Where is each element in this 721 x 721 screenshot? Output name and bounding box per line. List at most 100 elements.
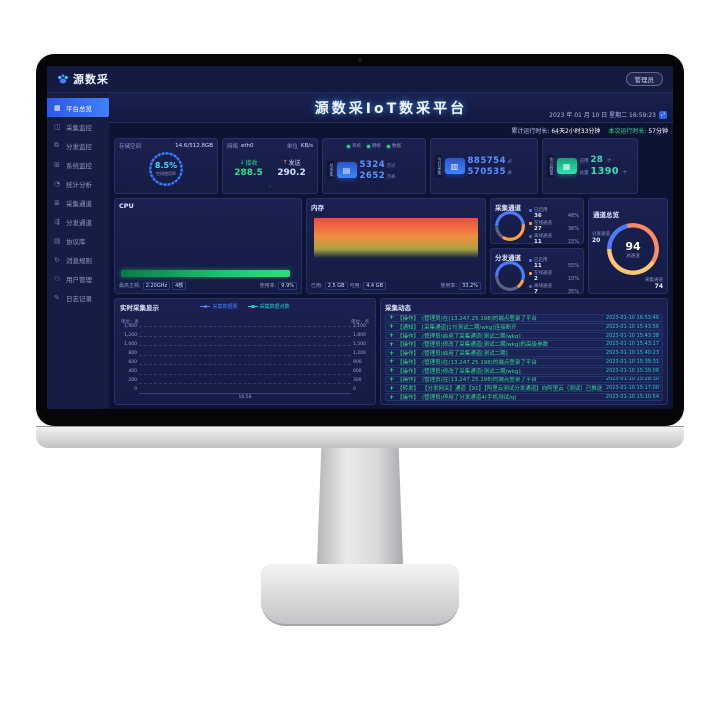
items-unit: 万条	[386, 174, 396, 180]
data-status-dot	[387, 144, 390, 148]
recv-label: 接收	[245, 159, 258, 167]
activity-row[interactable]: + 【操作】 (管理员)启用了采集通道[测试二期/wkg] 2023-01-10 15…	[385, 331, 663, 340]
today-points: 885754	[467, 155, 506, 166]
plus-icon: +	[389, 375, 395, 383]
sidebar-item-label: 采集监控	[66, 123, 92, 132]
storage-percent: 8.5%	[154, 161, 178, 170]
memory-heat-bar	[314, 218, 478, 258]
mem-used-chip: 2.5 GB	[324, 281, 348, 290]
network-interface: eth0	[241, 143, 254, 149]
sidebar-item-collect-channel[interactable]: ≣ 采集通道	[47, 193, 109, 212]
network-pager-dash: -	[268, 183, 272, 190]
logo-text: 源数采	[73, 73, 109, 86]
activity-row[interactable]: + 【操作】 (管理员)修改了采集通道[测试二期/wkg] 2023-01-10 15…	[385, 366, 663, 375]
sidebar-item-user-management[interactable]: ⚇ 用户管理	[47, 269, 109, 288]
cpu-chart	[119, 212, 297, 279]
monitor-stand-neck	[317, 448, 403, 564]
usage-label: 使用率:	[259, 283, 277, 289]
legend-item: 离线通道 11 15%	[529, 233, 579, 245]
overview-donut-ring	[607, 223, 659, 275]
activity-row[interactable]: + 【操作】 (管理员)在(13.247.25.198)的端点登录了平台 2023-0…	[385, 314, 663, 322]
system-monitor-icon: ⊞	[54, 160, 60, 169]
dispatch-callout: 分发通道 20	[592, 232, 610, 244]
sidebar-item-system-monitor[interactable]: ⊞ 系统监控	[47, 155, 109, 174]
unit-value: KB/s	[300, 143, 313, 149]
activity-row[interactable]: + 【操作】 (管理员)停用了分发通道4(手机测试/q) 2023-01-10 15:…	[385, 393, 663, 401]
activity-row[interactable]: + 【通知】 [采集通道]17[测试二期/wkg]连接断开 2023-01-10 15…	[385, 322, 663, 331]
datetime: 2023 年 01 月 10 日 星期二 16:59:23 ⤢	[549, 110, 667, 119]
download-arrow-icon: ↓	[239, 158, 245, 166]
storage-title: 存储空间	[119, 144, 142, 150]
sidebar-item-log-records[interactable]: ✎ 日志记录	[47, 288, 109, 307]
sidebar-item-statistics[interactable]: ◔ 统计分析	[47, 174, 109, 193]
sidebar-item-platform-overview[interactable]: ▦ 平台总览	[47, 98, 109, 117]
total-unit: 个	[621, 171, 627, 176]
activity-row[interactable]: + 【操作】 (管理员)在(13.247.25.198)的端点登录了平台 2023-0…	[385, 375, 663, 384]
total-runtime-label: 累计运行时长:	[511, 128, 550, 135]
dispatch-monitor-icon: ⧉	[54, 141, 59, 149]
freq-label: 最高主频:	[119, 283, 141, 289]
cpu-usage-chip: 9.9%	[278, 281, 297, 290]
sidebar-item-label: 协议库	[66, 237, 86, 246]
status-label: 网络	[372, 144, 381, 149]
sidebar-item-collect-monitor[interactable]: ◫ 采集监控	[47, 117, 109, 136]
realtime-chart-panel: 实时采集显示 采集数据量 采集数据点数 单位：条 单位：点	[114, 298, 376, 405]
cores-chip: 4核	[172, 281, 187, 290]
activity-row[interactable]: + 【转发】 【分发网关】通道【91】【阿里云测试分发通道】向阿里云（测试）已推送 2…	[385, 384, 663, 393]
today-items: 570535	[467, 166, 506, 177]
app-logo: 源数采	[57, 71, 109, 87]
dashboard-grid-icon: ▦	[54, 103, 61, 112]
send-label: 发送	[288, 159, 301, 167]
protocol-count-card: 协议数量 ▦ 已用 28 个 总量 1390 个	[542, 138, 638, 194]
x-axis: 16:58	[238, 395, 252, 400]
legend-item: 在线通道 2 10%	[529, 270, 579, 282]
unit-label: 单位	[286, 144, 298, 150]
today-collect-card: 今日采集 ▥ 885754 点 570535 条	[430, 138, 538, 194]
plus-icon: +	[389, 349, 395, 357]
activity-row[interactable]: + 【操作】 (管理员)在(13.247.25.198)的端点登录了平台 2023-0…	[385, 357, 663, 366]
statistics-pie-icon: ◔	[54, 179, 61, 188]
mem-used-label: 已用:	[311, 283, 323, 289]
network-card: 网络 eth0 单位 KB/s ↓ 接收 288.5	[222, 138, 318, 194]
total-channels-value: 94	[625, 239, 641, 253]
legend-dot	[529, 258, 532, 262]
used-unit: 个	[606, 159, 611, 164]
freq-chip: 2.20GHz	[142, 281, 171, 290]
admin-button[interactable]: 管理员	[625, 72, 663, 86]
activity-row[interactable]: + 【操作】 (管理员)启用了采集通道[测试二期] 2023-01-10 15:40:…	[385, 349, 663, 357]
sidebar-item-dispatch-monitor[interactable]: ⧉ 分发监控	[47, 136, 109, 155]
total-collect-card: 系统 网络 数据 总采集 ▤ 5324 万点 2652 万条	[322, 138, 426, 194]
legend-item: 已启用 11 55%	[529, 257, 579, 269]
database-icon: ▤	[336, 162, 357, 178]
used-label: 已用	[579, 159, 589, 164]
collect-monitor-icon: ◫	[54, 122, 61, 131]
protocol-library-icon: ▤	[54, 236, 61, 245]
monitor-chin	[36, 426, 684, 448]
system-row: CPU 最高主频: 2.20GHz 4核 使用率: 9.9%	[114, 198, 668, 295]
sidebar-item-label: 平台总览	[66, 104, 92, 113]
legend-dot	[529, 234, 532, 238]
sidebar-item-label: 分发通道	[66, 218, 92, 227]
activity-row[interactable]: + 【操作】 (管理员)修改了采集通道[测试二期/wkg]的高级参数 2023-01-…	[385, 340, 663, 349]
sidebar: ▦ 平台总览 ◫ 采集监控 ⧉ 分发监控 ⊞ 系统监控 ◔ 统计分析 ≣ 采集通道 ⇶ 分发通…	[47, 93, 109, 409]
dispatch-channel-panel: 分发通道 已启用 11 55% 在	[490, 248, 584, 295]
monitor-stand-base	[261, 564, 459, 626]
protocol-cube-icon: ▦	[556, 158, 577, 174]
storage-gauge: 8.5% 空间使用率	[149, 152, 183, 186]
sidebar-item-dispatch-channel[interactable]: ⇶ 分发通道	[47, 212, 109, 231]
sidebar-item-label: 日志记录	[66, 294, 92, 303]
total-collect-vlabel: 总采集	[327, 161, 334, 179]
legend-dot	[529, 208, 532, 212]
status-label: 系统	[352, 144, 361, 149]
activity-list: + 【操作】 (管理员)在(13.247.25.198)的端点登录了平台 2023-0…	[385, 314, 663, 401]
sidebar-item-protocol-library[interactable]: ▤ 协议库	[47, 231, 109, 250]
content: 累计运行时长: 64天2小时33分钟 本次运行时长: 57分钟 存储空间 14.…	[109, 123, 673, 409]
legend-dot	[529, 221, 532, 225]
session-runtime-label: 本次运行时长:	[608, 128, 647, 135]
send-value: 290.2	[277, 167, 306, 178]
total-label: 总量	[579, 171, 589, 176]
collect-channel-title: 采集通道	[495, 204, 521, 212]
fullscreen-icon[interactable]: ⤢	[659, 110, 667, 119]
sidebar-item-message-rules[interactable]: ↻ 消息规则	[47, 250, 109, 269]
